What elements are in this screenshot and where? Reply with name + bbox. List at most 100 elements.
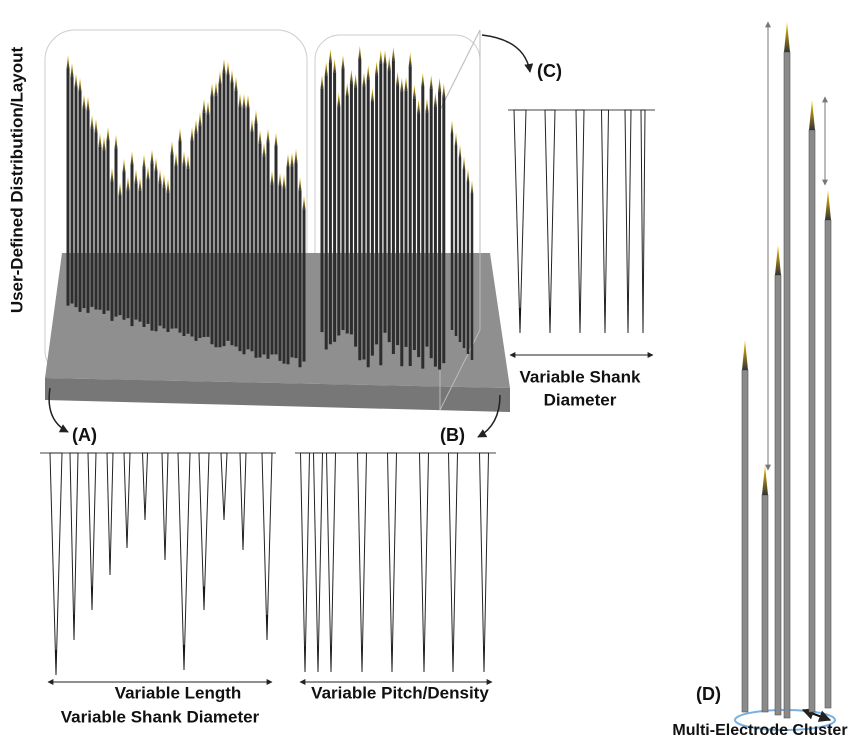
rod-tip	[345, 82, 349, 97]
needle-tip	[55, 650, 57, 675]
arrow	[477, 394, 501, 438]
needle	[513, 109, 527, 334]
cluster-rod	[741, 369, 749, 713]
rod-tip	[470, 180, 474, 194]
rod-tip	[158, 169, 162, 184]
slab-front	[45, 378, 510, 412]
rod-tip	[400, 77, 404, 92]
rod-tip	[302, 195, 306, 210]
rod-tip	[106, 127, 110, 142]
rod-tip	[102, 136, 106, 151]
rod-tip	[324, 61, 328, 76]
rod-tip	[242, 93, 246, 108]
needle	[87, 452, 97, 611]
needle	[478, 452, 490, 673]
rod-tip	[138, 176, 142, 191]
cluster-tip	[784, 22, 790, 52]
rod-tip	[86, 96, 90, 111]
rod-tip	[358, 45, 362, 60]
needle	[312, 452, 324, 673]
rod-tip	[250, 118, 254, 133]
rod-tip	[206, 100, 210, 115]
rod-tip	[458, 144, 462, 158]
rod-tip	[142, 154, 146, 169]
rod-tip	[362, 72, 366, 87]
needle	[386, 452, 398, 673]
needle	[239, 452, 247, 551]
rod-tip	[412, 84, 416, 99]
rod-tip	[210, 82, 214, 97]
needle	[49, 452, 63, 676]
rod-tip	[450, 120, 454, 134]
cluster-rod	[761, 494, 769, 713]
rod-tip	[408, 52, 412, 67]
rod-tip	[294, 148, 298, 163]
rod-tip	[258, 129, 262, 144]
needle-tip	[627, 308, 629, 333]
rod-tip	[174, 152, 178, 167]
cluster-tip	[742, 340, 748, 370]
rod-tip	[270, 170, 274, 185]
panel-tag: (D)	[696, 684, 721, 704]
rod-tip	[387, 56, 391, 71]
rod-tip	[333, 58, 337, 73]
panel-tag: (C)	[537, 61, 562, 81]
needle-tip	[144, 509, 146, 520]
needle-tip	[549, 308, 551, 333]
rod-tip	[114, 134, 118, 149]
cluster-rod	[783, 51, 791, 719]
rod-tip	[66, 55, 70, 69]
rod-tip	[375, 61, 379, 76]
needle-tip	[91, 586, 93, 610]
needle	[544, 109, 556, 334]
needle	[198, 452, 210, 611]
rod-tip	[417, 99, 421, 114]
needle-tip	[391, 647, 393, 672]
needle	[640, 109, 646, 334]
rod-tip	[341, 54, 345, 69]
needle-tip	[361, 647, 363, 672]
needle-tip	[164, 543, 166, 560]
rod-tip	[366, 65, 370, 80]
needle-tip	[223, 509, 225, 520]
rod-tip	[328, 48, 332, 63]
needle-tip	[423, 647, 425, 672]
rod-tip	[442, 83, 446, 98]
needle	[447, 452, 459, 673]
needle-array	[66, 45, 474, 370]
rod-tip	[454, 132, 458, 146]
rod-tip	[337, 92, 341, 107]
needle-tip	[317, 647, 319, 672]
caption: Variable Length	[115, 683, 242, 702]
rod-tip	[98, 132, 102, 147]
rod-tip	[198, 111, 202, 126]
rod-tip	[354, 73, 358, 88]
rod-tip	[222, 58, 226, 73]
spacing-arrow	[801, 708, 832, 722]
panel-tag: (B)	[440, 425, 465, 445]
needle-tip	[73, 615, 75, 640]
rod-tip	[462, 156, 466, 170]
cluster-tip	[762, 465, 768, 495]
rod-tip	[278, 172, 282, 187]
needle-tip	[183, 645, 185, 670]
rod-tip	[298, 176, 302, 191]
rod-tip	[274, 132, 278, 147]
rod-tip	[186, 154, 190, 169]
rod-tip	[226, 61, 230, 76]
caption: Diameter	[544, 390, 617, 409]
rod-tip	[218, 70, 222, 85]
needle	[624, 109, 632, 334]
needle	[325, 452, 337, 673]
rod-tip	[391, 46, 395, 61]
rod-tip	[433, 92, 437, 107]
rod-tip	[286, 153, 290, 168]
rod-tip	[122, 158, 126, 173]
rod-tip	[214, 81, 218, 96]
rod-tip	[78, 77, 82, 92]
needle	[299, 452, 311, 673]
needle	[220, 452, 228, 521]
rod-tip	[150, 149, 154, 164]
needle	[123, 452, 131, 549]
